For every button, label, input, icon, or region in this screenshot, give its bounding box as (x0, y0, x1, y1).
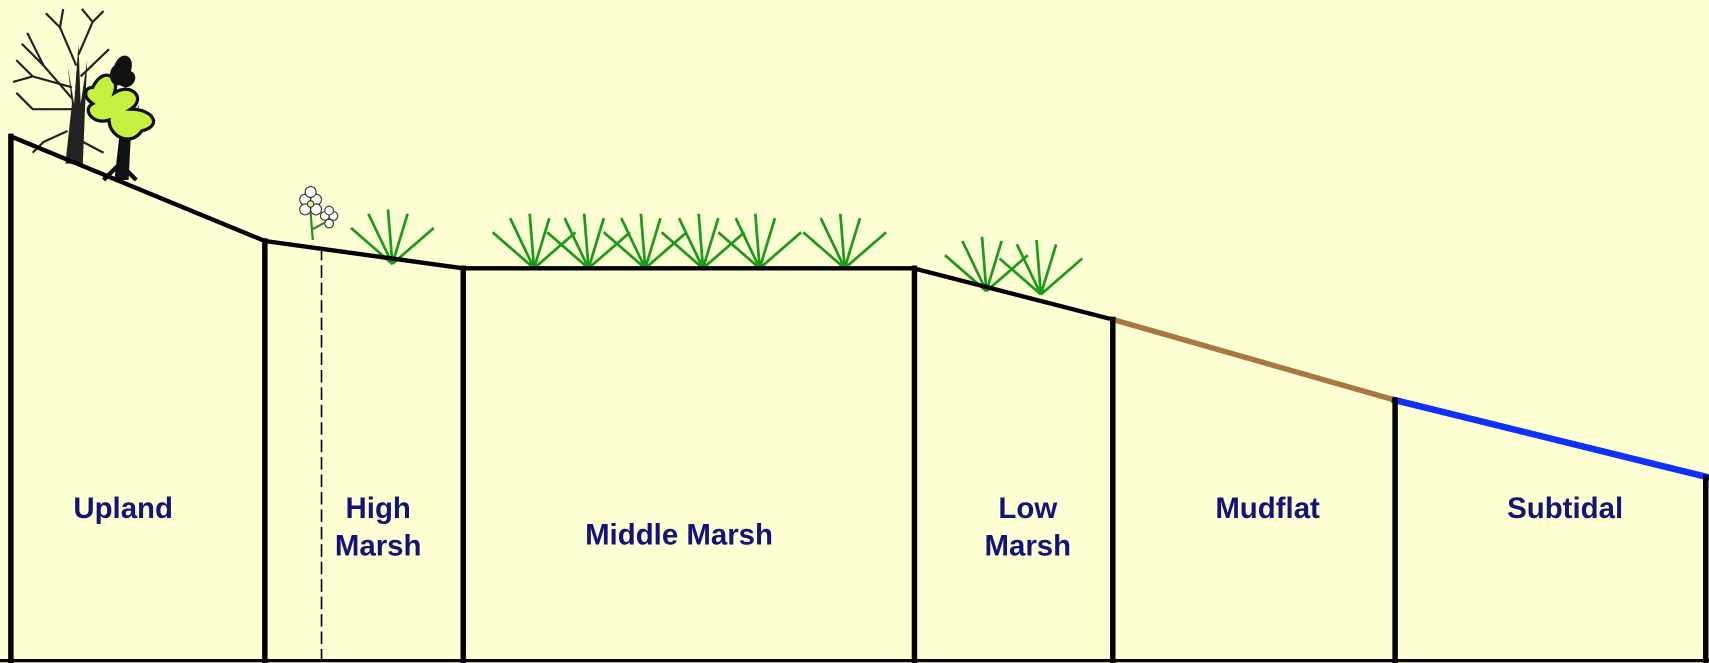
zone-label: Middle Marsh (585, 518, 773, 551)
zone-label-line: Subtidal (1507, 492, 1623, 525)
zone-label: Upland (73, 492, 173, 525)
page: Upland High Marsh Middle Marsh Low Marsh Mudfl… (0, 0, 1709, 663)
zone-label-line: Marsh (335, 529, 422, 562)
zone-label-line: Marsh (984, 529, 1071, 562)
marsh-profile-diagram: Upland High Marsh Middle Marsh Low Marsh Mudfl… (0, 0, 1709, 663)
background (0, 0, 1709, 663)
zone-label-line: Middle Marsh (585, 518, 773, 551)
zone-label: Subtidal (1507, 492, 1623, 525)
zone-label-line: High (346, 492, 411, 525)
zone-label-line: Mudflat (1215, 492, 1320, 525)
zone-label: Mudflat (1215, 492, 1320, 525)
zone-label-line: Upland (73, 492, 173, 525)
zone-label-line: Low (998, 492, 1057, 525)
